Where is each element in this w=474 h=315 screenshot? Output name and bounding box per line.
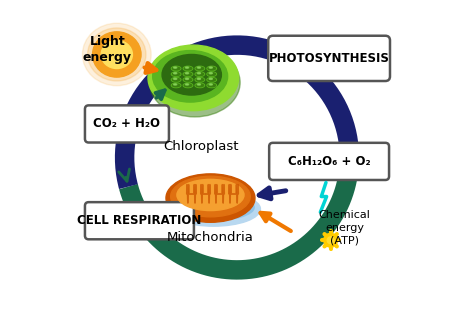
Text: Light
energy: Light energy (83, 35, 132, 64)
Ellipse shape (196, 84, 204, 87)
Text: Mitochondria: Mitochondria (167, 231, 254, 244)
Ellipse shape (93, 33, 141, 76)
Ellipse shape (195, 72, 204, 76)
Ellipse shape (195, 77, 204, 82)
Ellipse shape (184, 84, 191, 87)
FancyBboxPatch shape (85, 105, 169, 142)
Ellipse shape (185, 72, 189, 74)
Text: C₆H₁₂O₆ + O₂: C₆H₁₂O₆ + O₂ (288, 155, 370, 168)
Ellipse shape (184, 78, 191, 81)
Ellipse shape (196, 67, 204, 70)
Ellipse shape (150, 48, 240, 117)
Ellipse shape (209, 78, 212, 79)
Ellipse shape (195, 66, 204, 71)
Ellipse shape (208, 84, 216, 87)
Ellipse shape (196, 73, 204, 76)
Ellipse shape (173, 67, 177, 68)
Text: PHOTOSYNTHESIS: PHOTOSYNTHESIS (269, 52, 390, 65)
Text: Chloroplast: Chloroplast (164, 140, 239, 153)
Text: Chemical
energy
(ATP): Chemical energy (ATP) (319, 209, 371, 246)
Ellipse shape (183, 66, 192, 71)
Ellipse shape (183, 83, 192, 88)
Ellipse shape (173, 73, 180, 76)
Ellipse shape (209, 67, 212, 68)
Ellipse shape (183, 77, 192, 82)
Ellipse shape (185, 84, 189, 85)
Ellipse shape (173, 84, 177, 85)
Text: CELL RESPIRATION: CELL RESPIRATION (77, 214, 201, 227)
Ellipse shape (173, 84, 180, 87)
Ellipse shape (88, 28, 146, 81)
Ellipse shape (196, 78, 204, 81)
Ellipse shape (177, 179, 244, 211)
Ellipse shape (207, 77, 217, 82)
Ellipse shape (197, 72, 201, 74)
Ellipse shape (207, 66, 217, 71)
Ellipse shape (172, 72, 181, 76)
Ellipse shape (207, 83, 217, 88)
Ellipse shape (98, 37, 136, 72)
Ellipse shape (197, 67, 201, 68)
FancyBboxPatch shape (269, 143, 389, 180)
Text: CO₂ + H₂O: CO₂ + H₂O (93, 117, 160, 130)
Ellipse shape (92, 32, 141, 77)
FancyBboxPatch shape (268, 36, 390, 81)
Ellipse shape (82, 23, 151, 86)
Ellipse shape (162, 54, 221, 95)
Ellipse shape (171, 176, 250, 217)
Ellipse shape (184, 73, 191, 76)
Ellipse shape (327, 237, 334, 244)
Ellipse shape (153, 51, 228, 102)
Ellipse shape (101, 40, 132, 69)
Ellipse shape (183, 72, 192, 76)
Ellipse shape (209, 84, 212, 85)
Ellipse shape (197, 78, 201, 79)
Ellipse shape (184, 67, 191, 70)
Ellipse shape (195, 83, 204, 88)
Ellipse shape (172, 83, 181, 88)
FancyBboxPatch shape (85, 202, 194, 239)
Ellipse shape (185, 67, 189, 68)
Ellipse shape (197, 84, 201, 85)
Ellipse shape (209, 72, 212, 74)
Ellipse shape (172, 66, 181, 71)
Ellipse shape (173, 67, 180, 70)
Ellipse shape (167, 192, 260, 226)
Ellipse shape (208, 67, 216, 70)
Ellipse shape (172, 77, 181, 82)
Ellipse shape (208, 73, 216, 76)
Ellipse shape (166, 174, 255, 222)
Ellipse shape (173, 78, 180, 81)
Ellipse shape (208, 78, 216, 81)
Ellipse shape (148, 45, 238, 111)
Ellipse shape (173, 78, 177, 79)
Ellipse shape (207, 72, 217, 76)
Ellipse shape (173, 72, 177, 74)
Ellipse shape (167, 194, 254, 221)
Ellipse shape (185, 78, 189, 79)
